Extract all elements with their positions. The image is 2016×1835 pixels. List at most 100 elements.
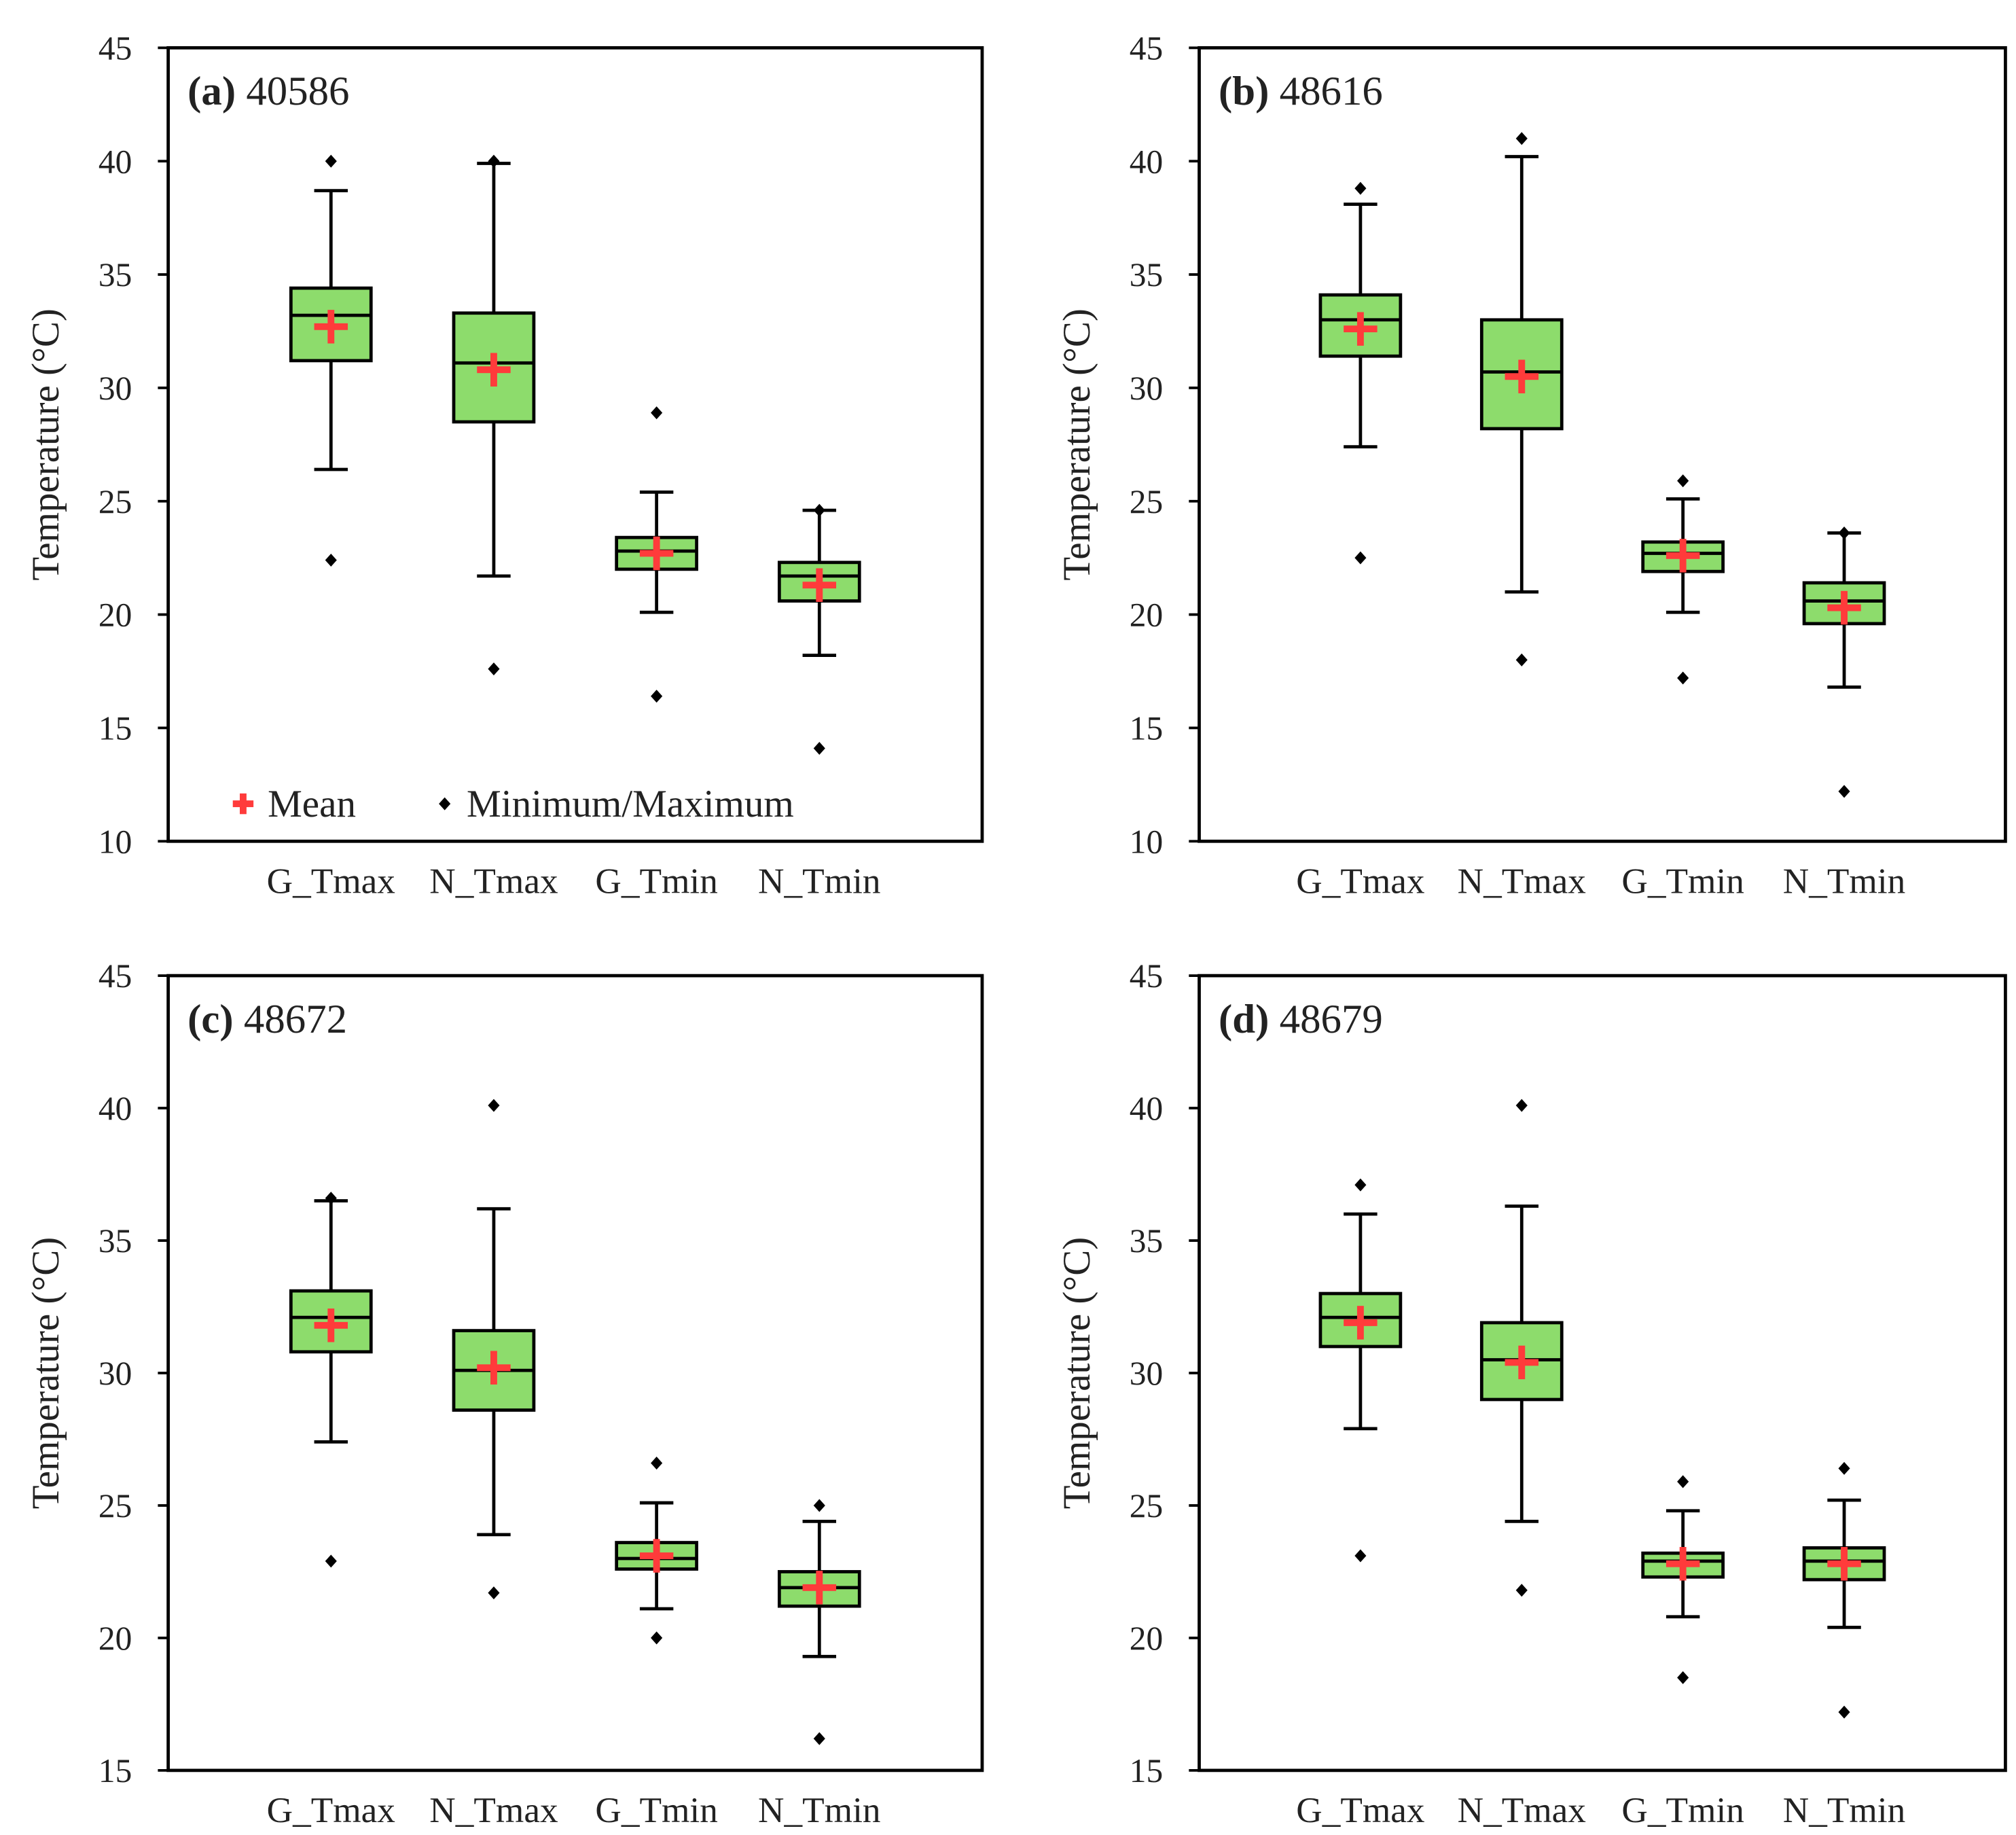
legend-mean-icon	[240, 793, 247, 815]
min-marker	[813, 1732, 825, 1745]
panel-station-id: 48616	[1280, 69, 1383, 114]
y-tick-label: 10	[98, 823, 132, 860]
panel-title: (c) 48672	[187, 997, 347, 1042]
plot-frame	[166, 974, 984, 1772]
x-tick-label: N_Tmax	[429, 1790, 558, 1830]
y-tick-label: 30	[98, 370, 132, 407]
panel-title-space	[236, 69, 246, 114]
box-N_Tmin	[1802, 1461, 1886, 1719]
x-tick-label: N_Tmin	[758, 1790, 880, 1830]
x-tick-label: G_Tmax	[267, 861, 395, 901]
max-marker	[1838, 526, 1850, 539]
mean-marker	[1356, 1306, 1364, 1340]
min-marker	[813, 741, 825, 755]
y-tick-label: 35	[98, 1222, 132, 1260]
min-marker	[1838, 1705, 1850, 1719]
mean-marker	[327, 1308, 335, 1342]
x-tick-label: N_Tmin	[1783, 1790, 1905, 1830]
panel-title: (b) 48616	[1219, 69, 1383, 114]
x-tick-label: G_Tmin	[595, 861, 717, 901]
box-G_Tmin	[615, 1457, 698, 1645]
y-tick-label: 10	[1130, 823, 1163, 860]
y-tick-label: 20	[1130, 596, 1163, 634]
box-G_Tmin	[1641, 474, 1725, 685]
box-G_Tmin	[615, 406, 698, 703]
panel-station-id: 48672	[244, 997, 347, 1042]
y-tick-label: 35	[1130, 256, 1163, 293]
x-tick-label: N_Tmax	[1458, 1790, 1586, 1830]
box-N_Tmax	[1479, 1099, 1564, 1597]
legend-mean-label: Mean	[268, 783, 356, 825]
max-marker	[488, 154, 500, 168]
panel-title-space	[1269, 997, 1279, 1042]
x-tick-label: N_Tmax	[429, 861, 558, 901]
min-marker	[651, 1631, 663, 1645]
panel-letter: (b)	[1219, 69, 1269, 114]
plot-frame	[166, 46, 984, 843]
y-tick-label: 30	[1130, 1355, 1163, 1392]
box-G_Tmin	[1641, 1475, 1725, 1684]
y-tick-label: 25	[98, 483, 132, 520]
min-marker	[1515, 653, 1528, 666]
max-marker	[813, 503, 825, 517]
y-tick-label: 15	[98, 710, 132, 747]
mean-marker	[327, 310, 335, 344]
max-marker	[488, 1099, 500, 1112]
min-marker	[1515, 1584, 1528, 1597]
y-axis-label: Temperature (°C)	[1056, 308, 1098, 581]
max-marker	[1354, 1178, 1367, 1192]
max-marker	[1515, 132, 1528, 145]
y-tick-label: 45	[1130, 29, 1163, 67]
mean-marker	[816, 1571, 823, 1605]
min-marker	[1677, 671, 1689, 685]
max-marker	[813, 1499, 825, 1512]
min-marker	[1354, 1549, 1367, 1563]
y-tick-label: 15	[1130, 710, 1163, 747]
y-tick-label: 45	[98, 957, 132, 995]
y-axis-label: Temperature (°C)	[1056, 1237, 1098, 1510]
max-marker	[1677, 474, 1689, 488]
x-tick-label: N_Tmin	[1783, 861, 1905, 901]
panel-c: 15 20 25 30 35 40 45 Temperature (°C) (c) 48672 G…	[24, 957, 984, 1830]
max-marker	[325, 154, 337, 168]
y-tick-label: 25	[1130, 483, 1163, 520]
max-marker	[1354, 181, 1367, 195]
y-tick-label: 30	[1130, 370, 1163, 407]
mean-marker	[1679, 539, 1687, 573]
mean-marker	[490, 1351, 497, 1385]
panel-station-id: 48679	[1280, 997, 1383, 1042]
panel-b: 10 15 20 25 30 35 40 45 Temperature (°C) (b) 4861…	[1056, 29, 2007, 901]
max-marker	[1677, 1475, 1689, 1489]
y-tick-label: 45	[1130, 957, 1163, 995]
max-marker	[1838, 1461, 1850, 1475]
x-tick-label: G_Tmin	[595, 1790, 717, 1830]
plot-frame	[1198, 46, 2007, 843]
mean-marker	[816, 568, 823, 602]
panel-letter: (d)	[1219, 997, 1269, 1042]
y-tick-label: 25	[98, 1487, 132, 1525]
min-marker	[325, 553, 337, 567]
y-tick-label: 30	[98, 1355, 132, 1392]
mean-marker	[653, 536, 660, 571]
y-tick-label: 35	[98, 256, 132, 293]
mean-marker	[1518, 359, 1526, 393]
x-tick-label: N_Tmin	[758, 861, 880, 901]
y-tick-label: 40	[98, 143, 132, 180]
y-tick-label: 35	[1130, 1222, 1163, 1260]
box-G_Tmax	[289, 1192, 373, 1568]
box-N_Tmin	[777, 1499, 861, 1745]
y-tick-label: 45	[98, 29, 132, 67]
panel-letter: (c)	[187, 997, 234, 1042]
legend: Mean Minimum/Maximum	[232, 783, 794, 825]
y-tick-label: 25	[1130, 1487, 1163, 1525]
x-tick-label: N_Tmax	[1458, 861, 1586, 901]
max-marker	[1515, 1099, 1528, 1112]
mean-marker	[1841, 590, 1848, 625]
min-marker	[488, 1586, 500, 1600]
box-G_Tmax	[289, 154, 373, 567]
x-tick-label: G_Tmin	[1621, 861, 1744, 901]
mean-marker	[1841, 1547, 1848, 1581]
plot-frame	[1198, 974, 2007, 1772]
box-G_Tmax	[1318, 181, 1403, 565]
